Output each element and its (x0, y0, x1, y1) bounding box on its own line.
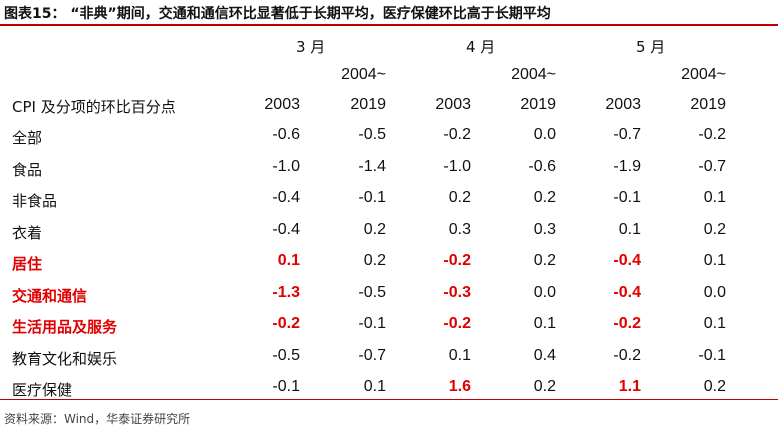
table-cell: -0.1 (698, 347, 726, 364)
col-header-2004-apr: 2004~ (511, 66, 556, 83)
row-label: 交通和通信 (12, 287, 88, 305)
table-cell: -1.0 (272, 158, 300, 175)
month-header-april: 4 月 (466, 38, 496, 56)
table-cell: 0.4 (533, 347, 556, 364)
table-cell: 0.2 (703, 221, 726, 238)
table-cell: 0.3 (533, 221, 556, 238)
table-cell: 0.1 (618, 221, 641, 238)
table-cell: 0.1 (703, 252, 726, 269)
row-label: 衣着 (12, 224, 43, 242)
row-label: 非食品 (12, 192, 58, 210)
month-header-march: 3 月 (296, 38, 326, 56)
table-cell: -0.2 (443, 252, 471, 269)
row-label: 医疗保健 (12, 381, 73, 399)
table-cell: -0.4 (272, 189, 300, 206)
table-title: 图表15： “非典”期间，交通和通信环比显著低于长期平均，医疗保健环比高于长期平… (4, 6, 551, 22)
table-cell: -1.9 (613, 158, 641, 175)
table-cell: 0.2 (533, 252, 556, 269)
table-cell: 0.3 (448, 221, 471, 238)
col-header-2019-mar: 2019 (350, 96, 386, 113)
table-cell: -0.7 (698, 158, 726, 175)
table-cell: 0.0 (533, 284, 556, 301)
table-cell: -1.3 (272, 284, 300, 301)
table-cell: -1.4 (358, 158, 386, 175)
table-cell: -0.2 (698, 126, 726, 143)
table-cell: -0.1 (358, 189, 386, 206)
bottom-rule (0, 399, 778, 400)
col-header-2004-may: 2004~ (681, 66, 726, 83)
table-cell: -0.1 (358, 315, 386, 332)
col-header-2004-mar: 2004~ (341, 66, 386, 83)
table-cell: 0.0 (533, 126, 556, 143)
col-header-2003-apr: 2003 (435, 96, 471, 113)
row-label-header: CPI 及分项的环比百分点 (12, 98, 176, 116)
top-rule (0, 24, 778, 26)
table-cell: 1.6 (448, 378, 471, 395)
table-cell: -0.4 (613, 284, 641, 301)
row-label: 教育文化和娱乐 (12, 350, 118, 368)
table-cell: 0.1 (277, 252, 300, 269)
table-cell: -0.7 (358, 347, 386, 364)
table-cell: -0.2 (613, 347, 641, 364)
table-cell: -0.6 (272, 126, 300, 143)
table-cell: -0.2 (613, 315, 641, 332)
table-cell: -0.4 (613, 252, 641, 269)
table-cell: -0.1 (272, 378, 300, 395)
table-cell: -0.1 (613, 189, 641, 206)
table-cell: 0.2 (363, 252, 386, 269)
table-cell: 0.1 (448, 347, 471, 364)
table-cell: 0.1 (533, 315, 556, 332)
row-label: 居住 (12, 255, 43, 273)
table-cell: -0.3 (443, 284, 471, 301)
row-label: 生活用品及服务 (12, 318, 118, 336)
table-cell: -0.5 (272, 347, 300, 364)
table-cell: 0.1 (703, 315, 726, 332)
table-cell: -0.5 (358, 284, 386, 301)
month-header-may: 5 月 (636, 38, 666, 56)
table-cell: -0.2 (443, 315, 471, 332)
table-cell: -0.5 (358, 126, 386, 143)
source-note: 资料来源：Wind，华泰证券研究所 (4, 412, 191, 426)
table-cell: 0.0 (703, 284, 726, 301)
table-cell: 0.1 (703, 189, 726, 206)
col-header-2003-mar: 2003 (264, 96, 300, 113)
table-cell: 0.2 (533, 378, 556, 395)
col-header-2019-may: 2019 (690, 96, 726, 113)
table-cell: 1.1 (618, 378, 641, 395)
table-cell: -1.0 (443, 158, 471, 175)
table-cell: -0.2 (443, 126, 471, 143)
table-cell: -0.6 (528, 158, 556, 175)
table-cell: -0.7 (613, 126, 641, 143)
table-cell: 0.2 (448, 189, 471, 206)
row-label: 全部 (12, 129, 43, 147)
table-cell: 0.2 (533, 189, 556, 206)
table-cell: -0.2 (272, 315, 300, 332)
table-cell: 0.2 (703, 378, 726, 395)
table-cell: 0.2 (363, 221, 386, 238)
table-cell: -0.4 (272, 221, 300, 238)
table-cell: 0.1 (363, 378, 386, 395)
row-label: 食品 (12, 161, 43, 179)
col-header-2003-may: 2003 (605, 96, 641, 113)
col-header-2019-apr: 2019 (520, 96, 556, 113)
